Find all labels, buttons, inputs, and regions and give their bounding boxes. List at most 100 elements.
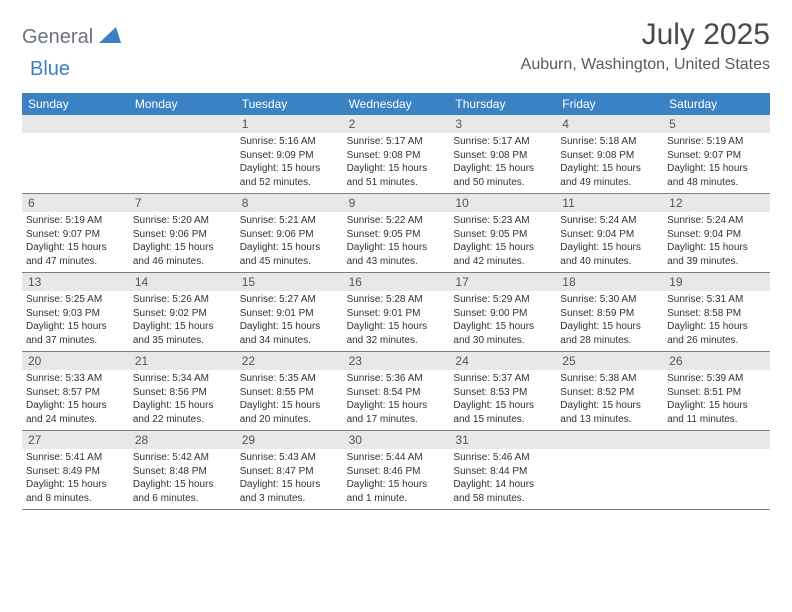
day-cell: 29Sunrise: 5:43 AMSunset: 8:47 PMDayligh…	[236, 431, 343, 509]
daylight-text: Daylight: 15 hours and 51 minutes.	[347, 162, 446, 189]
logo-triangle-icon	[99, 27, 121, 48]
day-number: 25	[556, 352, 663, 370]
daylight-text: Daylight: 15 hours and 24 minutes.	[26, 399, 125, 426]
sunrise-text: Sunrise: 5:23 AM	[453, 214, 552, 228]
day-body: Sunrise: 5:16 AMSunset: 9:09 PMDaylight:…	[236, 133, 343, 193]
sunset-text: Sunset: 9:04 PM	[667, 228, 766, 242]
week-row: 13Sunrise: 5:25 AMSunset: 9:03 PMDayligh…	[22, 273, 770, 352]
day-number: 23	[343, 352, 450, 370]
daylight-text: Daylight: 15 hours and 30 minutes.	[453, 320, 552, 347]
sunrise-text: Sunrise: 5:17 AM	[453, 135, 552, 149]
day-number: 18	[556, 273, 663, 291]
day-cell: 30Sunrise: 5:44 AMSunset: 8:46 PMDayligh…	[343, 431, 450, 509]
daylight-text: Daylight: 15 hours and 28 minutes.	[560, 320, 659, 347]
daylight-text: Daylight: 15 hours and 46 minutes.	[133, 241, 232, 268]
sunset-text: Sunset: 9:01 PM	[240, 307, 339, 321]
day-number: 15	[236, 273, 343, 291]
day-cell: 26Sunrise: 5:39 AMSunset: 8:51 PMDayligh…	[663, 352, 770, 430]
sunset-text: Sunset: 9:01 PM	[347, 307, 446, 321]
sunset-text: Sunset: 9:06 PM	[240, 228, 339, 242]
sunset-text: Sunset: 9:08 PM	[347, 149, 446, 163]
day-body: Sunrise: 5:17 AMSunset: 9:08 PMDaylight:…	[449, 133, 556, 193]
sunset-text: Sunset: 8:48 PM	[133, 465, 232, 479]
day-cell: 25Sunrise: 5:38 AMSunset: 8:52 PMDayligh…	[556, 352, 663, 430]
daylight-text: Daylight: 15 hours and 13 minutes.	[560, 399, 659, 426]
sunset-text: Sunset: 8:46 PM	[347, 465, 446, 479]
daylight-text: Daylight: 15 hours and 6 minutes.	[133, 478, 232, 505]
sunset-text: Sunset: 9:03 PM	[26, 307, 125, 321]
day-header-mon: Monday	[129, 93, 236, 115]
sunrise-text: Sunrise: 5:19 AM	[667, 135, 766, 149]
daylight-text: Daylight: 15 hours and 42 minutes.	[453, 241, 552, 268]
day-cell: 23Sunrise: 5:36 AMSunset: 8:54 PMDayligh…	[343, 352, 450, 430]
day-cell: 21Sunrise: 5:34 AMSunset: 8:56 PMDayligh…	[129, 352, 236, 430]
day-header-tue: Tuesday	[236, 93, 343, 115]
day-cell	[663, 431, 770, 509]
weeks-container: 1Sunrise: 5:16 AMSunset: 9:09 PMDaylight…	[22, 115, 770, 510]
day-cell: 2Sunrise: 5:17 AMSunset: 9:08 PMDaylight…	[343, 115, 450, 193]
sunrise-text: Sunrise: 5:35 AM	[240, 372, 339, 386]
day-number: 17	[449, 273, 556, 291]
sunrise-text: Sunrise: 5:34 AM	[133, 372, 232, 386]
sunrise-text: Sunrise: 5:21 AM	[240, 214, 339, 228]
day-number: 27	[22, 431, 129, 449]
day-body: Sunrise: 5:23 AMSunset: 9:05 PMDaylight:…	[449, 212, 556, 272]
day-cell: 12Sunrise: 5:24 AMSunset: 9:04 PMDayligh…	[663, 194, 770, 272]
sunset-text: Sunset: 9:07 PM	[667, 149, 766, 163]
day-cell	[129, 115, 236, 193]
day-body: Sunrise: 5:41 AMSunset: 8:49 PMDaylight:…	[22, 449, 129, 509]
day-header-wed: Wednesday	[343, 93, 450, 115]
day-body: Sunrise: 5:19 AMSunset: 9:07 PMDaylight:…	[663, 133, 770, 193]
day-body: Sunrise: 5:34 AMSunset: 8:56 PMDaylight:…	[129, 370, 236, 430]
day-body: Sunrise: 5:26 AMSunset: 9:02 PMDaylight:…	[129, 291, 236, 351]
daylight-text: Daylight: 15 hours and 15 minutes.	[453, 399, 552, 426]
daylight-text: Daylight: 15 hours and 32 minutes.	[347, 320, 446, 347]
day-cell: 15Sunrise: 5:27 AMSunset: 9:01 PMDayligh…	[236, 273, 343, 351]
daylight-text: Daylight: 15 hours and 1 minute.	[347, 478, 446, 505]
week-row: 27Sunrise: 5:41 AMSunset: 8:49 PMDayligh…	[22, 431, 770, 510]
day-body: Sunrise: 5:24 AMSunset: 9:04 PMDaylight:…	[663, 212, 770, 272]
day-body: Sunrise: 5:38 AMSunset: 8:52 PMDaylight:…	[556, 370, 663, 430]
sunrise-text: Sunrise: 5:28 AM	[347, 293, 446, 307]
day-number: 4	[556, 115, 663, 133]
sunrise-text: Sunrise: 5:22 AM	[347, 214, 446, 228]
day-header-fri: Friday	[556, 93, 663, 115]
day-number	[556, 431, 663, 449]
month-title: July 2025	[521, 18, 770, 52]
day-number	[129, 115, 236, 133]
sunset-text: Sunset: 8:54 PM	[347, 386, 446, 400]
day-body: Sunrise: 5:36 AMSunset: 8:54 PMDaylight:…	[343, 370, 450, 430]
title-block: July 2025 Auburn, Washington, United Sta…	[521, 18, 770, 74]
sunset-text: Sunset: 8:49 PM	[26, 465, 125, 479]
day-number: 22	[236, 352, 343, 370]
sunset-text: Sunset: 8:59 PM	[560, 307, 659, 321]
day-cell: 10Sunrise: 5:23 AMSunset: 9:05 PMDayligh…	[449, 194, 556, 272]
day-cell: 17Sunrise: 5:29 AMSunset: 9:00 PMDayligh…	[449, 273, 556, 351]
daylight-text: Daylight: 15 hours and 50 minutes.	[453, 162, 552, 189]
sunset-text: Sunset: 8:51 PM	[667, 386, 766, 400]
day-cell: 31Sunrise: 5:46 AMSunset: 8:44 PMDayligh…	[449, 431, 556, 509]
day-body: Sunrise: 5:25 AMSunset: 9:03 PMDaylight:…	[22, 291, 129, 351]
sunset-text: Sunset: 9:08 PM	[453, 149, 552, 163]
sunrise-text: Sunrise: 5:20 AM	[133, 214, 232, 228]
sunrise-text: Sunrise: 5:37 AM	[453, 372, 552, 386]
day-number: 12	[663, 194, 770, 212]
sunset-text: Sunset: 8:55 PM	[240, 386, 339, 400]
sunset-text: Sunset: 8:56 PM	[133, 386, 232, 400]
day-number: 29	[236, 431, 343, 449]
day-number: 10	[449, 194, 556, 212]
day-number: 6	[22, 194, 129, 212]
day-number: 1	[236, 115, 343, 133]
day-body: Sunrise: 5:29 AMSunset: 9:00 PMDaylight:…	[449, 291, 556, 351]
daylight-text: Daylight: 15 hours and 22 minutes.	[133, 399, 232, 426]
day-cell: 7Sunrise: 5:20 AMSunset: 9:06 PMDaylight…	[129, 194, 236, 272]
day-header-sat: Saturday	[663, 93, 770, 115]
day-cell: 22Sunrise: 5:35 AMSunset: 8:55 PMDayligh…	[236, 352, 343, 430]
sunset-text: Sunset: 8:52 PM	[560, 386, 659, 400]
day-cell: 9Sunrise: 5:22 AMSunset: 9:05 PMDaylight…	[343, 194, 450, 272]
day-number	[22, 115, 129, 133]
daylight-text: Daylight: 15 hours and 35 minutes.	[133, 320, 232, 347]
day-cell: 20Sunrise: 5:33 AMSunset: 8:57 PMDayligh…	[22, 352, 129, 430]
daylight-text: Daylight: 14 hours and 58 minutes.	[453, 478, 552, 505]
day-header-row: Sunday Monday Tuesday Wednesday Thursday…	[22, 93, 770, 115]
